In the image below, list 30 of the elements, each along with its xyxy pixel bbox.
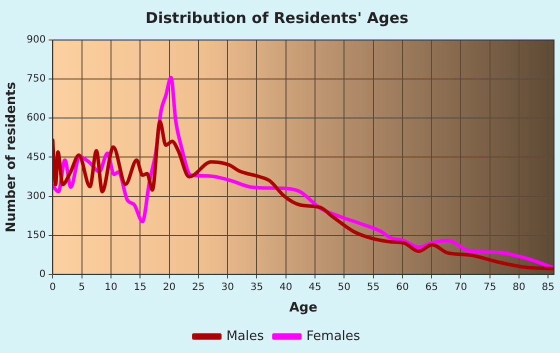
x-tick-label: 0 xyxy=(50,282,56,293)
x-tick-label: 15 xyxy=(134,282,146,293)
x-tick-label: 70 xyxy=(454,282,468,293)
x-tick-label: 30 xyxy=(221,282,234,293)
x-tick-label: 55 xyxy=(366,282,380,293)
x-tick-label: 80 xyxy=(512,282,526,293)
y-tick-label: 750 xyxy=(26,74,46,85)
x-tick-label: 60 xyxy=(396,282,409,293)
x-tick-label: 40 xyxy=(279,282,292,293)
legend-label: Females xyxy=(306,328,360,344)
y-tick-label: 600 xyxy=(26,112,46,124)
x-tick-label: 45 xyxy=(308,282,322,293)
x-tick-label: 25 xyxy=(192,282,205,293)
x-axis-title: Age xyxy=(289,300,318,316)
x-tick-label: 5 xyxy=(78,282,86,293)
y-axis-title: Number of residents xyxy=(4,82,20,233)
x-tick-label: 20 xyxy=(162,282,176,293)
y-tick-label: 900 xyxy=(26,34,46,46)
y-tick-label: 0 xyxy=(39,268,46,280)
y-tick-label: 150 xyxy=(26,230,46,241)
x-tick-label: 65 xyxy=(425,282,438,293)
x-tick-label: 10 xyxy=(104,282,118,293)
y-tick-label: 300 xyxy=(26,190,46,202)
legend-label: Males xyxy=(226,328,264,344)
x-tick-label: 75 xyxy=(484,282,496,293)
y-tick-label: 450 xyxy=(26,152,46,163)
chart-title: Distribution of Residents' Ages xyxy=(146,8,409,27)
x-tick-label: 35 xyxy=(250,282,264,293)
x-tick-label: 50 xyxy=(338,282,351,293)
x-tick-label: 85 xyxy=(542,282,555,293)
